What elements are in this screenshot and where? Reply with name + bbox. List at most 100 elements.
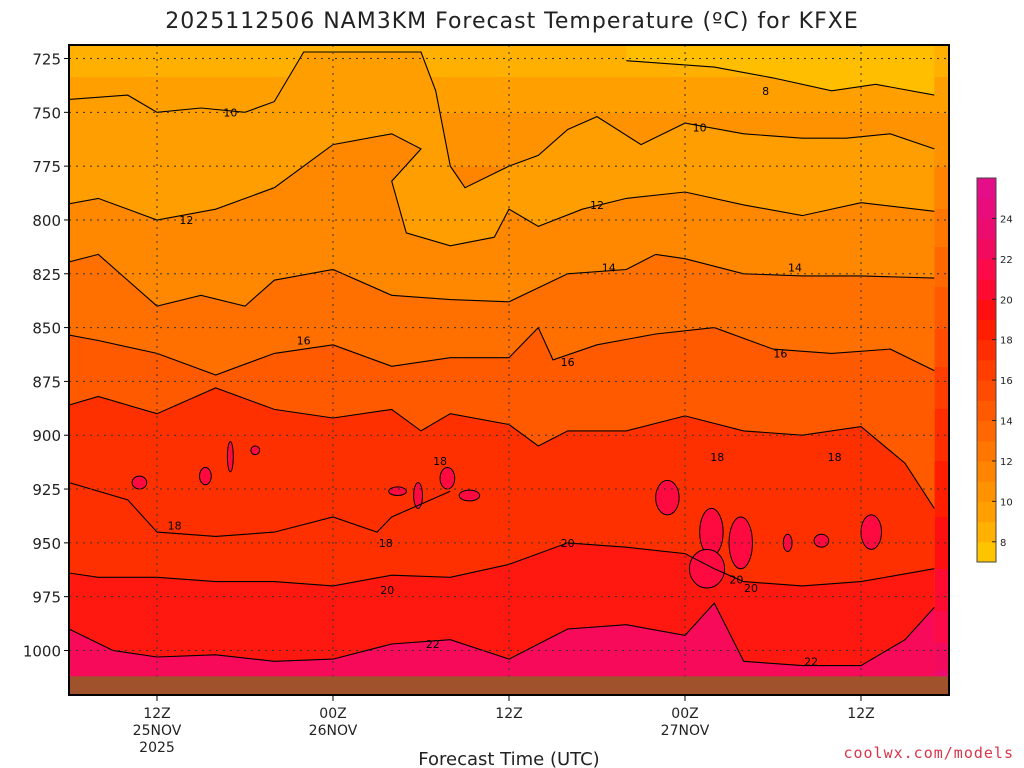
colorbar-segment bbox=[977, 521, 996, 543]
temperature-band bbox=[69, 161, 949, 164]
x-tick-label: 12Z bbox=[495, 706, 522, 722]
colorbar-segment bbox=[977, 319, 996, 341]
contour-label: 18 bbox=[168, 520, 182, 533]
colorbar-tick-label: 18 bbox=[1000, 336, 1013, 347]
temperature-band bbox=[69, 49, 949, 52]
contour-label: 16 bbox=[561, 356, 575, 369]
temperature-band bbox=[69, 113, 949, 116]
temperature-band bbox=[69, 109, 949, 112]
warm-cell bbox=[250, 445, 261, 456]
temperature-band bbox=[69, 47, 949, 50]
credit-text: coolwx.com/models bbox=[843, 744, 1014, 762]
colorbar-tick-label: 14 bbox=[1000, 417, 1013, 428]
temperature-band bbox=[69, 67, 949, 70]
colorbar-segment bbox=[977, 178, 996, 199]
y-tick-label: 925 bbox=[32, 481, 61, 499]
contour-label: 20 bbox=[729, 573, 743, 586]
y-tick-label: 750 bbox=[32, 104, 61, 122]
temperature-band bbox=[69, 71, 949, 74]
contour-label: 12 bbox=[590, 199, 604, 212]
x-tick-label: 27NOV bbox=[661, 723, 710, 739]
y-tick-label: 900 bbox=[32, 427, 61, 445]
y-tick-label: 775 bbox=[32, 158, 61, 176]
contour-label: 14 bbox=[602, 261, 616, 274]
colorbar-segment bbox=[977, 299, 996, 320]
temperature-band bbox=[69, 99, 949, 102]
colorbar-segment bbox=[977, 440, 996, 462]
temperature-band bbox=[69, 111, 949, 114]
contour-label: 8 bbox=[762, 85, 769, 98]
colorbar-segment bbox=[977, 198, 996, 219]
colorbar-segment bbox=[977, 218, 996, 240]
colorbar-tick-label: 24 bbox=[1000, 214, 1013, 225]
temperature-band bbox=[69, 119, 949, 122]
contour-label: 16 bbox=[297, 335, 311, 348]
y-tick-label: 950 bbox=[32, 535, 61, 553]
colorbar-segment bbox=[977, 400, 996, 422]
temperature-band bbox=[69, 57, 949, 60]
temperature-band bbox=[69, 141, 949, 144]
temperature-band bbox=[69, 117, 949, 120]
contour-label: 16 bbox=[773, 347, 787, 360]
x-tick-label: 26NOV bbox=[309, 723, 358, 739]
y-tick-label: 875 bbox=[32, 373, 61, 391]
warm-cell bbox=[655, 479, 680, 516]
colorbar-segment bbox=[977, 420, 996, 442]
isotherm-line-12 bbox=[69, 133, 935, 247]
y-tick-label: 850 bbox=[32, 320, 61, 338]
contour-label: 18 bbox=[710, 451, 724, 464]
temperature-band bbox=[69, 127, 949, 130]
warm-cell bbox=[226, 441, 234, 473]
contour-label: 18 bbox=[379, 537, 393, 550]
colorbar-segment bbox=[977, 359, 996, 381]
colorbar-tick-label: 20 bbox=[1000, 295, 1013, 306]
colorbar-legend: 8 10 12 14 16 18 20 22 24 bbox=[976, 177, 1013, 563]
ground-strip bbox=[69, 676, 949, 695]
warm-cell bbox=[813, 533, 830, 548]
x-tick-label: 00Z bbox=[319, 706, 346, 722]
temperature-band bbox=[69, 77, 949, 80]
pressure-axis: 725 750 775 800 825 850 875 900 925 950 975 1000 bbox=[23, 51, 69, 661]
temperature-band bbox=[69, 105, 949, 108]
colorbar-segment bbox=[977, 481, 996, 502]
colorbar-segment bbox=[977, 238, 996, 260]
contour-label: 14 bbox=[0, 343, 3, 356]
temperature-band bbox=[69, 155, 949, 158]
temperature-band bbox=[69, 81, 949, 84]
warm-cell bbox=[458, 489, 481, 502]
temperature-band bbox=[69, 55, 949, 58]
warm-cell bbox=[688, 548, 726, 589]
temperature-band bbox=[69, 123, 949, 126]
colorbar-segment bbox=[977, 279, 996, 300]
colorbar-tick-label: 8 bbox=[1000, 538, 1006, 549]
colorbar-segment bbox=[977, 460, 996, 482]
colorbar-segment bbox=[977, 258, 996, 280]
isotherm-line-22 bbox=[69, 602, 935, 667]
warm-cell bbox=[860, 514, 883, 550]
y-tick-label: 975 bbox=[32, 589, 61, 607]
temperature-band bbox=[69, 125, 949, 128]
contour-label: 10 bbox=[693, 121, 707, 134]
contour-label: 20 bbox=[744, 582, 758, 595]
warm-cell bbox=[388, 486, 407, 497]
isotherm-line-8 bbox=[626, 60, 935, 96]
temperature-band bbox=[69, 103, 949, 106]
temperature-band bbox=[69, 91, 949, 94]
x-tick-label: 12Z bbox=[847, 706, 874, 722]
y-tick-label: 825 bbox=[32, 266, 61, 284]
temperature-band bbox=[69, 85, 949, 88]
temperature-band bbox=[69, 69, 949, 72]
contour-label: 12 bbox=[179, 214, 193, 227]
warm-cell bbox=[699, 507, 724, 557]
isotherm-line-14 bbox=[69, 253, 935, 307]
contour-label: 22 bbox=[426, 638, 440, 651]
temperature-band bbox=[69, 131, 949, 134]
contour-label: 18 bbox=[828, 451, 842, 464]
warm-cell bbox=[439, 467, 456, 490]
isotherm-fill bbox=[626, 45, 935, 96]
temperature-band bbox=[69, 53, 949, 56]
colorbar-segment bbox=[977, 501, 996, 523]
isotherm-line-18 bbox=[69, 387, 935, 509]
temperature-band bbox=[69, 95, 949, 98]
